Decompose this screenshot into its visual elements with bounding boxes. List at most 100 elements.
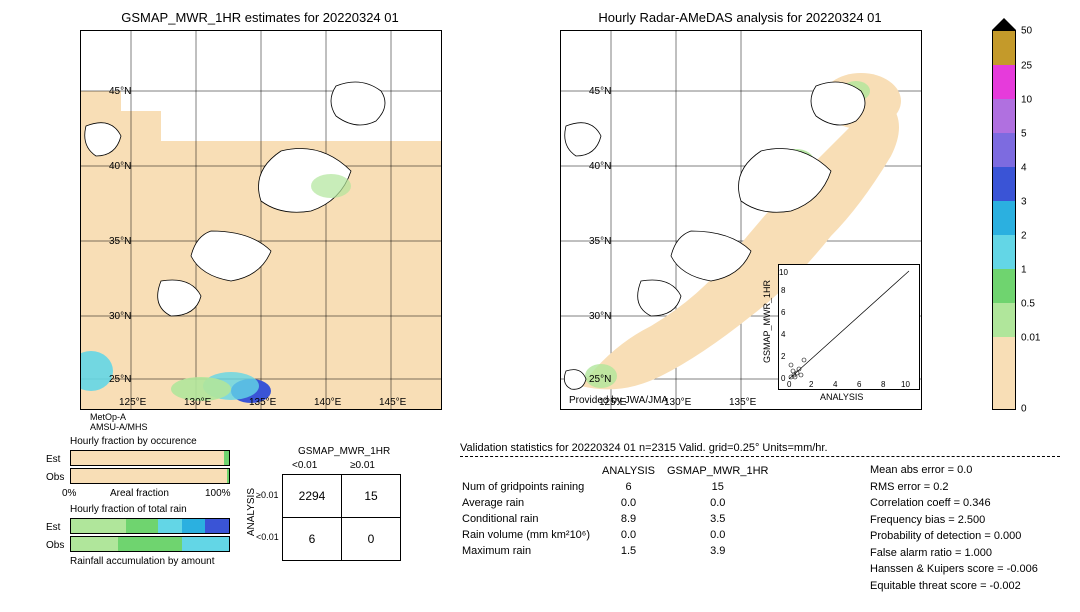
validation-divider [460, 456, 1060, 457]
side-stat-line: Equitable threat score = -0.002 [870, 578, 1038, 595]
svg-text:8: 8 [781, 286, 786, 295]
stacked-bar [70, 450, 230, 466]
side-stat-line: Probability of detection = 0.000 [870, 528, 1038, 545]
val-row-value: 3.9 [667, 544, 778, 558]
svg-text:10: 10 [901, 380, 910, 389]
left-map-svg: 45°N 40°N 35°N 30°N 25°N 125°E 130°E 135… [81, 31, 441, 409]
cont-cell-10: 6 [283, 518, 342, 561]
totalrain-title: Hourly fraction of total rain [70, 504, 187, 515]
cont-cell-11: 0 [342, 518, 401, 561]
colorbar: 502510543210.50.010 [992, 30, 1016, 410]
inset-ylabel: GSMAP_MWR_1HR [762, 280, 772, 363]
side-stat-line: Frequency bias = 2.500 [870, 512, 1038, 529]
colorbar-tick: 1 [1021, 264, 1027, 275]
colorbar-tick: 0.01 [1021, 332, 1040, 343]
occurrence-title: Hourly fraction by occurence [70, 436, 197, 447]
colorbar-tick: 0 [1021, 404, 1027, 415]
val-colh-1: GSMAP_MWR_1HR [667, 464, 778, 478]
bar-row-label: Est [46, 522, 70, 533]
svg-text:130°E: 130°E [664, 397, 692, 408]
left-map: 45°N 40°N 35°N 30°N 25°N 125°E 130°E 135… [80, 30, 442, 410]
val-row-value: 0.0 [602, 496, 665, 510]
val-row-label: Maximum rain [462, 544, 600, 558]
bar-segment [126, 519, 158, 533]
val-row-label: Average rain [462, 496, 600, 510]
colorbar-segment [993, 337, 1015, 409]
svg-text:135°E: 135°E [729, 397, 757, 408]
bar-segment [224, 451, 229, 465]
svg-text:40°N: 40°N [589, 161, 611, 172]
bar-row-label: Obs [46, 540, 70, 551]
totalrain-footer: Rainfall accumulation by amount [70, 556, 215, 567]
bar-row-label: Est [46, 454, 70, 465]
cont-cell-00: 2294 [283, 475, 342, 518]
colorbar-segment [993, 269, 1015, 303]
val-colh-0: ANALYSIS [602, 464, 665, 478]
bar-segment [71, 469, 227, 483]
svg-text:145°E: 145°E [379, 397, 407, 408]
provided-by: Provided by JWA/JMA [569, 395, 668, 406]
colorbar-segment [993, 235, 1015, 269]
colorbar-segment [993, 167, 1015, 201]
svg-text:2: 2 [781, 352, 786, 361]
cont-row1: <0.01 [256, 532, 279, 542]
svg-text:2: 2 [809, 380, 814, 389]
occurrence-bars: EstObs [70, 450, 230, 486]
occ-areal: Areal fraction [110, 488, 169, 499]
left-map-title: GSMAP_MWR_1HR estimates for 20220324 01 [80, 10, 440, 25]
contingency-table: 2294 15 6 0 [282, 474, 401, 561]
cont-col0: <0.01 [292, 460, 317, 471]
side-stat-line: False alarm ratio = 1.000 [870, 545, 1038, 562]
svg-text:30°N: 30°N [589, 311, 611, 322]
svg-text:25°N: 25°N [589, 374, 611, 385]
stacked-bar [70, 468, 230, 484]
bar-segment [71, 451, 224, 465]
val-row-value: 8.9 [602, 512, 665, 526]
colorbar-tick: 0.5 [1021, 298, 1035, 309]
bar-segment [71, 537, 118, 551]
bar-segment [158, 519, 182, 533]
colorbar-triangle [992, 18, 1016, 30]
side-stat-line: Mean abs error = 0.0 [870, 462, 1038, 479]
colorbar-segment [993, 99, 1015, 133]
side-stat-line: RMS error = 0.2 [870, 479, 1038, 496]
val-row-value: 15 [667, 480, 778, 494]
val-row-label: Conditional rain [462, 512, 600, 526]
cont-row0: ≥0.01 [256, 490, 278, 500]
occ-100pct: 100% [205, 488, 231, 499]
val-row-label: Rain volume (mm km²10⁶) [462, 528, 600, 542]
validation-table: ANALYSIS GSMAP_MWR_1HR Num of gridpoints… [460, 462, 780, 560]
svg-text:45°N: 45°N [589, 86, 611, 97]
svg-text:6: 6 [781, 308, 786, 317]
val-row-value: 0.0 [667, 496, 778, 510]
bar-segment [205, 519, 229, 533]
totalrain-bars: EstObs [70, 518, 230, 554]
colorbar-tick: 5 [1021, 128, 1027, 139]
right-map-title: Hourly Radar-AMeDAS analysis for 2022032… [560, 10, 920, 25]
left-map-footer2: AMSU-A/MHS [90, 422, 148, 432]
validation-title: Validation statistics for 20220324 01 n=… [460, 442, 828, 454]
side-stats: Mean abs error = 0.0RMS error = 0.2Corre… [870, 462, 1038, 594]
svg-text:6: 6 [857, 380, 862, 389]
colorbar-tick: 4 [1021, 162, 1027, 173]
colorbar-tick: 50 [1021, 26, 1032, 37]
val-row-label: Num of gridpoints raining [462, 480, 600, 494]
occ-0pct: 0% [62, 488, 76, 499]
bar-segment [118, 537, 181, 551]
svg-text:40°N: 40°N [109, 161, 131, 172]
bar-segment [182, 519, 206, 533]
svg-text:25°N: 25°N [109, 374, 131, 385]
stacked-bar [70, 536, 230, 552]
cont-cell-01: 15 [342, 475, 401, 518]
side-stat-line: Hanssen & Kuipers score = -0.006 [870, 561, 1038, 578]
svg-text:0: 0 [781, 374, 786, 383]
colorbar-tick: 3 [1021, 196, 1027, 207]
svg-text:4: 4 [833, 380, 838, 389]
colorbar-tick: 10 [1021, 94, 1032, 105]
val-row-value: 1.5 [602, 544, 665, 558]
left-map-footer1: MetOp-A [90, 412, 126, 422]
colorbar-segment [993, 65, 1015, 99]
svg-text:35°N: 35°N [109, 236, 131, 247]
inset-scatter: 02 46 810 02 46 810 [778, 264, 920, 390]
svg-text:130°E: 130°E [184, 397, 212, 408]
